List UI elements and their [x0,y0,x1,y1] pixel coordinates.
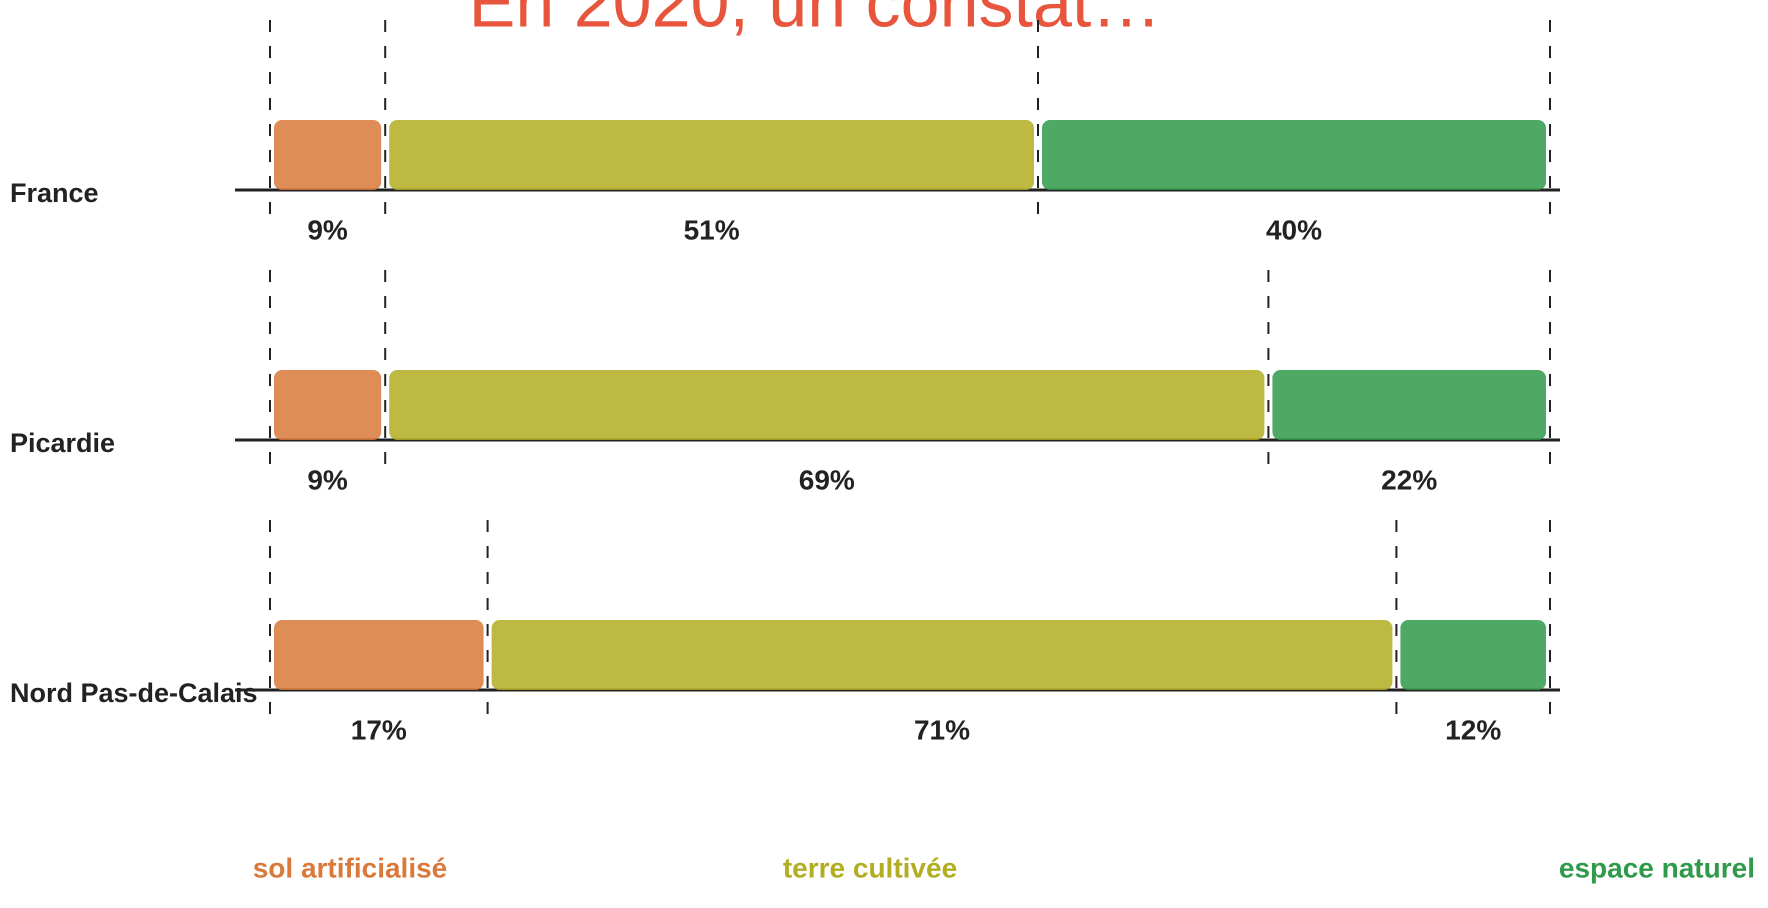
legend-label: sol artificialisé [253,852,448,883]
value-label: 17% [351,714,407,745]
segment [274,370,381,440]
row-label: France [10,178,99,208]
value-label: 40% [1266,214,1322,245]
chart-title: En 2020, un constat… [469,0,1162,41]
row-label: Picardie [10,428,115,458]
segment [389,370,1264,440]
segment [492,620,1393,690]
segment [274,120,381,190]
legend-label: espace naturel [1559,852,1755,883]
value-label: 69% [799,464,855,495]
segment [274,620,484,690]
value-label: 12% [1445,714,1501,745]
segment [1400,620,1546,690]
row-label: Nord Pas-de-Calais [10,678,258,708]
value-label: 22% [1381,464,1437,495]
value-label: 71% [914,714,970,745]
chart: En 2020, un constat… France 9% 51% 40% Picar… [0,0,1768,908]
segment [389,120,1034,190]
segment [1042,120,1546,190]
value-label: 51% [684,214,740,245]
segment [1272,370,1546,440]
value-label: 9% [307,214,348,245]
value-label: 9% [307,464,348,495]
legend-label: terre cultivée [783,852,957,883]
